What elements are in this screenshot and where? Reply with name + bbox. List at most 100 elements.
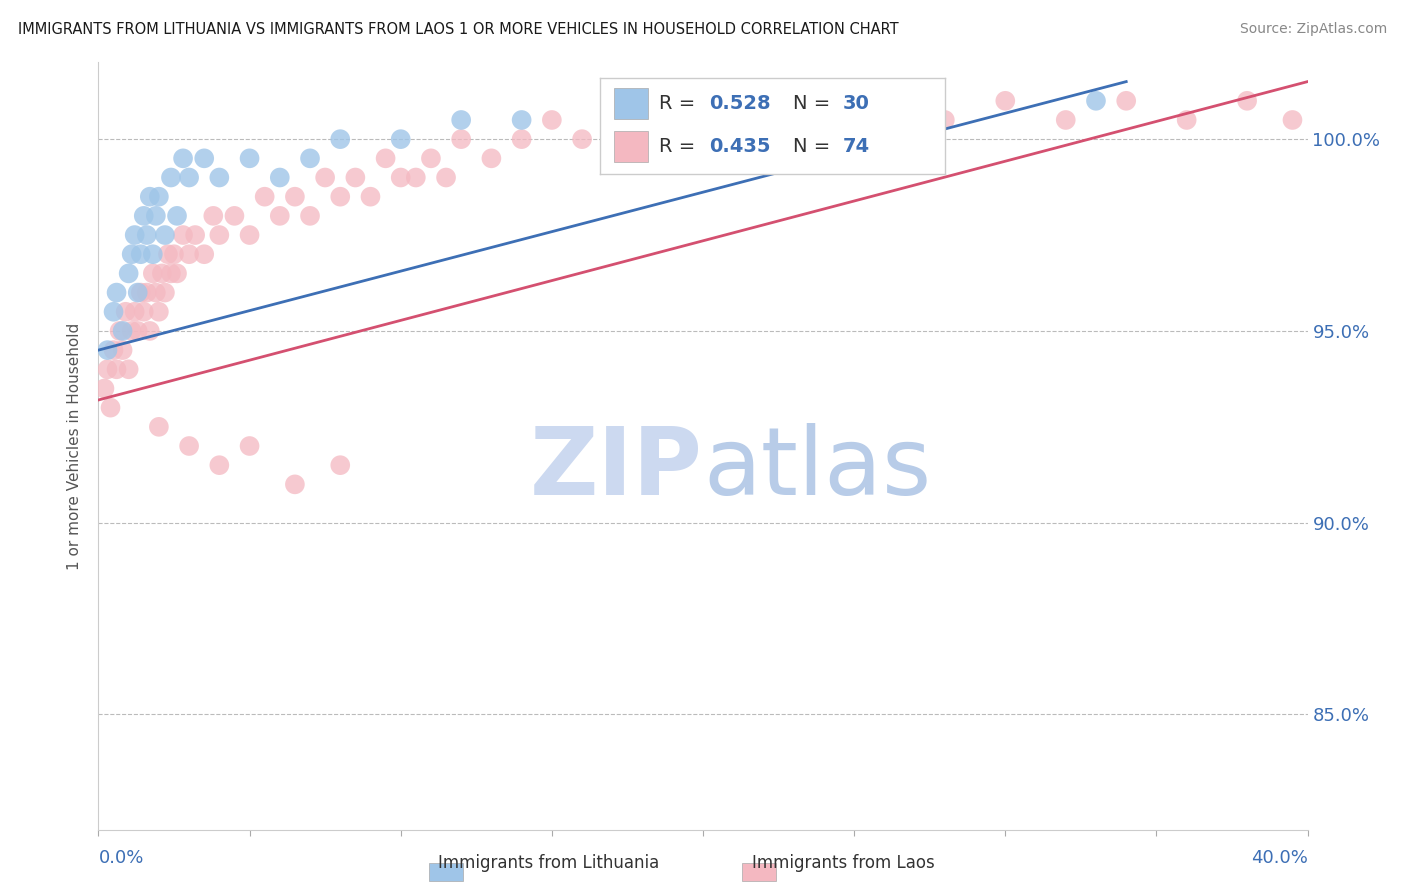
Text: Source: ZipAtlas.com: Source: ZipAtlas.com [1240,22,1388,37]
Point [284,477,307,491]
Text: 0.0%: 0.0% [98,849,143,867]
Point [208,458,231,472]
Point [1175,113,1198,128]
Point [105,285,128,300]
Point [172,151,194,165]
Point [571,132,593,146]
Point [163,247,186,261]
Point [253,190,276,204]
Point [450,113,472,128]
Text: IMMIGRANTS FROM LITHUANIA VS IMMIGRANTS FROM LAOS 1 OR MORE VEHICLES IN HOUSEHOL: IMMIGRANTS FROM LITHUANIA VS IMMIGRANTS … [18,22,898,37]
Point [1115,94,1137,108]
Point [269,170,291,185]
Point [166,209,188,223]
Point [844,132,866,146]
Point [374,151,396,165]
Point [602,113,624,128]
Point [1085,94,1108,108]
Point [179,439,201,453]
Point [329,458,352,472]
Point [148,420,170,434]
Point [129,247,152,261]
Point [145,285,167,300]
Point [124,227,146,242]
Point [1236,94,1258,108]
Point [723,113,745,128]
Point [150,267,173,281]
Point [193,151,215,165]
Point [329,190,352,204]
Point [118,362,141,376]
Point [208,227,231,242]
Point [172,227,194,242]
Text: Immigrants from Laos: Immigrants from Laos [752,855,935,872]
Point [142,267,165,281]
Y-axis label: 1 or more Vehicles in Household: 1 or more Vehicles in Household [67,322,83,570]
Point [135,227,157,242]
Point [132,209,155,223]
Point [118,267,141,281]
Point [153,285,176,300]
Point [145,209,167,223]
Point [142,247,165,261]
Point [1281,113,1303,128]
Point [239,227,262,242]
Point [434,170,457,185]
Text: ZIP: ZIP [530,423,703,515]
Point [93,381,115,395]
Point [96,362,118,376]
Text: 40.0%: 40.0% [1251,849,1308,867]
Point [813,94,835,108]
Point [450,132,472,146]
Point [202,209,225,223]
Point [389,170,412,185]
Point [344,170,367,185]
Text: atlas: atlas [703,423,931,515]
Point [111,324,134,338]
Text: Immigrants from Lithuania: Immigrants from Lithuania [437,855,659,872]
Point [108,324,131,338]
Point [193,247,215,261]
Point [510,132,533,146]
Point [661,113,683,128]
Point [1054,113,1077,128]
Point [124,304,146,318]
Point [481,151,503,165]
Point [139,324,162,338]
Point [179,170,201,185]
Point [121,324,143,338]
Point [420,151,443,165]
Point [129,285,152,300]
Point [132,304,155,318]
Point [127,285,149,300]
Point [114,304,136,318]
Point [631,132,654,146]
Point [156,247,179,261]
Point [239,151,262,165]
Point [510,113,533,128]
Point [783,113,806,128]
Point [160,170,183,185]
Point [103,304,125,318]
Point [284,190,307,204]
Point [166,267,188,281]
Point [540,113,562,128]
Point [96,343,118,358]
Point [105,362,128,376]
Point [111,343,134,358]
Point [994,94,1017,108]
Point [329,132,352,146]
Point [239,439,262,453]
Point [153,227,176,242]
Point [692,132,714,146]
Point [752,94,775,108]
Point [139,190,162,204]
Point [148,304,170,318]
Point [135,285,157,300]
Point [269,209,291,223]
Point [184,227,207,242]
Point [121,247,143,261]
Point [389,132,412,146]
Point [160,267,183,281]
Point [103,343,125,358]
